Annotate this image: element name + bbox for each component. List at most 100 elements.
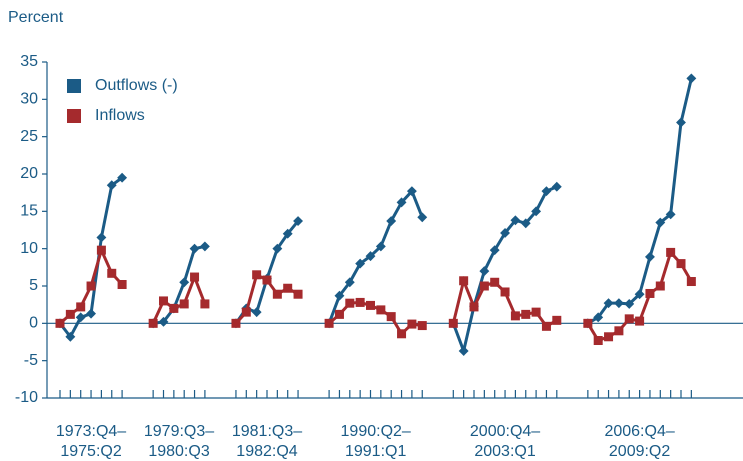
marker <box>158 316 169 327</box>
marker <box>366 300 375 310</box>
marker <box>521 309 531 319</box>
series-line <box>327 188 424 324</box>
marker <box>551 181 562 192</box>
marker <box>417 212 428 223</box>
marker <box>355 297 365 307</box>
marker <box>645 288 655 298</box>
marker <box>86 308 96 319</box>
episode-label: 1990:Q2– <box>341 423 411 440</box>
marker <box>345 298 355 308</box>
marker <box>635 316 645 326</box>
marker <box>676 117 686 128</box>
series-line <box>451 185 558 357</box>
y-tick-label: 5 <box>29 277 38 294</box>
marker <box>624 314 634 324</box>
marker <box>179 299 189 309</box>
marker <box>262 275 272 285</box>
marker <box>386 312 396 322</box>
y-tick-label: 35 <box>20 53 38 70</box>
episode-label: 1982:Q4 <box>236 443 297 460</box>
marker <box>634 289 645 300</box>
episode-label: 2000:Q4– <box>470 423 540 440</box>
marker <box>541 321 551 331</box>
marker <box>375 241 386 252</box>
legend-swatch <box>67 79 81 93</box>
marker <box>355 258 366 269</box>
marker <box>676 259 686 269</box>
marker <box>293 289 303 299</box>
episode-label: 1981:Q3– <box>232 423 302 440</box>
marker <box>500 287 510 297</box>
episode-label: 1973:Q4– <box>56 423 126 440</box>
marker <box>458 346 469 356</box>
marker <box>200 299 210 309</box>
marker <box>603 298 614 309</box>
marker <box>76 302 86 312</box>
marker <box>169 303 179 313</box>
marker <box>665 209 676 220</box>
marker <box>376 305 386 315</box>
episode-label: 1980:Q3 <box>148 443 209 460</box>
marker <box>396 197 407 208</box>
marker <box>65 309 75 319</box>
marker <box>531 206 542 217</box>
episode-label: 1991:Q1 <box>345 443 406 460</box>
series-line <box>587 78 693 325</box>
marker <box>490 277 500 287</box>
marker <box>117 280 127 290</box>
marker <box>148 318 158 328</box>
marker <box>583 318 593 328</box>
marker <box>324 318 334 328</box>
marker <box>552 315 562 325</box>
marker <box>251 307 262 318</box>
marker <box>190 272 200 282</box>
y-axis-label: Percent <box>8 9 64 26</box>
y-tick-label: -5 <box>24 352 38 369</box>
legend-label: Inflows <box>95 107 145 124</box>
legend-swatch <box>67 109 81 123</box>
marker <box>613 298 624 309</box>
marker <box>189 243 200 254</box>
y-tick-label: -10 <box>15 389 38 406</box>
marker <box>448 318 458 328</box>
episode-label: 1975:Q2 <box>60 443 121 460</box>
marker <box>344 277 355 288</box>
marker <box>655 281 665 291</box>
marker <box>489 245 500 256</box>
marker <box>55 318 65 328</box>
y-tick-label: 15 <box>20 203 38 220</box>
marker <box>117 172 128 183</box>
marker <box>469 302 479 312</box>
y-tick-label: 0 <box>29 315 38 332</box>
marker <box>531 307 541 317</box>
marker <box>407 319 417 329</box>
marker <box>645 251 655 262</box>
marker <box>231 318 241 328</box>
marker <box>520 218 531 229</box>
y-tick-label: 25 <box>20 128 38 145</box>
marker <box>624 298 635 309</box>
marker <box>397 329 407 339</box>
episode-label: 2003:Q1 <box>474 443 535 460</box>
marker <box>272 243 283 254</box>
marker <box>272 289 282 299</box>
marker <box>241 307 251 317</box>
marker <box>655 217 666 228</box>
marker <box>510 311 520 321</box>
marker <box>96 232 107 243</box>
marker <box>541 186 552 197</box>
marker <box>666 247 676 257</box>
y-tick-label: 10 <box>20 240 38 257</box>
marker <box>334 290 345 301</box>
marker <box>282 228 293 239</box>
marker <box>406 186 417 197</box>
series-line <box>328 300 423 337</box>
marker <box>86 281 96 291</box>
marker <box>107 268 117 278</box>
marker <box>199 241 210 252</box>
marker <box>334 309 344 319</box>
marker <box>479 281 489 291</box>
marker <box>593 336 603 346</box>
y-tick-label: 30 <box>20 91 38 108</box>
marker <box>479 266 490 277</box>
